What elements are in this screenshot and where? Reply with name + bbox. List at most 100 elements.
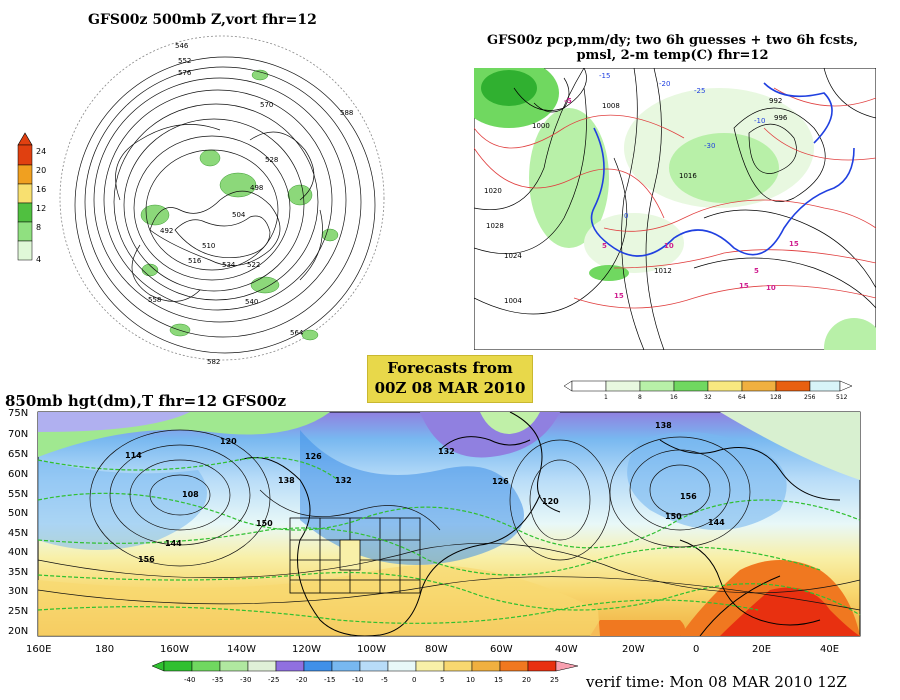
- height-label: 126: [305, 452, 322, 461]
- contour-label: 546: [175, 42, 189, 50]
- lon-label: 20E: [752, 644, 771, 655]
- temp-tick: -15: [324, 676, 335, 684]
- height-label: 132: [438, 447, 455, 456]
- cbar-tick: 4: [36, 255, 41, 264]
- pcp-tick: 256: [804, 394, 816, 400]
- contour-label: 540: [245, 298, 258, 306]
- isobar-label: 1028: [486, 222, 504, 230]
- temp-tick: -5: [381, 676, 388, 684]
- cbar-tick: 12: [36, 204, 46, 213]
- lat-label: 60N: [8, 469, 28, 480]
- height-label: 120: [220, 437, 237, 446]
- height-label: 132: [335, 476, 352, 485]
- height-label: 108: [182, 490, 199, 499]
- height-label: 120: [542, 497, 559, 506]
- temp-label: -20: [659, 80, 670, 88]
- contour-label: 582: [207, 358, 220, 366]
- temp-label: 15: [614, 292, 624, 300]
- temp-colorbar: -40 -35 -30 -25 -20 -15 -10 -5 0 5 10 15…: [151, 660, 579, 684]
- temp-tick: -25: [268, 676, 279, 684]
- isobar-label: 1000: [532, 122, 550, 130]
- temp-tick: -30: [240, 676, 251, 684]
- height-label: 138: [655, 421, 672, 430]
- forecast-banner: Forecasts from 00Z 08 MAR 2010: [367, 355, 533, 403]
- temp-label: 15: [739, 282, 749, 290]
- temp-contours: [474, 87, 876, 309]
- isobar-label: 1020: [484, 187, 502, 195]
- temp-label: -5: [564, 97, 572, 105]
- height-label: 144: [165, 539, 182, 548]
- isobar-label: 1024: [504, 252, 522, 260]
- lon-label: 40E: [820, 644, 839, 655]
- na-map-title-line1: GFS00z pcp,mm/dy; two 6h guesses + two 6…: [486, 33, 859, 48]
- isobar-label: 1016: [679, 172, 697, 180]
- lat-label: 65N: [8, 449, 28, 460]
- lat-label: 45N: [8, 528, 28, 539]
- na-map-title-line2: pmsl, 2-m temp(C) fhr=12: [576, 48, 769, 63]
- contour-label: 498: [250, 184, 263, 192]
- bottom-map-title: 850mb hgt(dm),T fhr=12 GFS00z: [5, 392, 286, 410]
- pcp-tick: 8: [638, 394, 642, 400]
- temp-tick: 25: [550, 676, 559, 684]
- contour-label: 522: [247, 261, 260, 269]
- contour-label: 516: [188, 257, 202, 265]
- temp-tick: 0: [412, 676, 416, 684]
- cold-temp-labels: -15 -20 -25 -30 -10 0: [599, 72, 765, 220]
- lon-label: 60W: [490, 644, 513, 655]
- contour-label: 534: [222, 261, 236, 269]
- temp-label: -30: [704, 142, 715, 150]
- isobar-label: 996: [774, 114, 788, 122]
- lat-label: 35N: [8, 567, 28, 578]
- temp-tick: 15: [494, 676, 503, 684]
- contour-label: 528: [265, 156, 278, 164]
- lon-label: 180: [95, 644, 114, 655]
- temp-label: 5: [754, 267, 759, 275]
- contour-label: 510: [202, 242, 215, 250]
- lat-label: 40N: [8, 547, 28, 558]
- pcp-tick: 128: [770, 394, 782, 400]
- bottom-850mb-map: 114 108 120 126 132 138 144 150 156 120 …: [8, 408, 861, 655]
- cbar-tick: 24: [36, 147, 46, 156]
- contour-label: 504: [232, 211, 246, 219]
- temp-label: 5: [602, 242, 607, 250]
- pcp-colorbar: 1 8 16 32 64 128 256 512: [563, 380, 853, 400]
- cbar-tick: 8: [36, 223, 41, 232]
- height-label: 126: [492, 477, 509, 486]
- temp-tick: -10: [352, 676, 363, 684]
- pcp-tick: 64: [738, 394, 746, 400]
- height-contours: [74, 56, 376, 354]
- temp-tick: -35: [212, 676, 223, 684]
- contour-label: 576: [178, 69, 192, 77]
- temp-label: 10: [664, 242, 674, 250]
- temp-label: 0: [624, 212, 628, 220]
- height-label: 144: [708, 518, 725, 527]
- temp-labels: -5 5 10 15 15 15 10 5: [564, 97, 799, 300]
- coastlines: [239, 411, 841, 637]
- height-label: 156: [680, 492, 697, 501]
- pcp-tick: 512: [836, 394, 848, 400]
- temp-label: -10: [754, 117, 765, 125]
- contour-labels: 546 552 570 576 588 534 510 504 498 492 …: [148, 42, 353, 366]
- contour-label: 570: [260, 101, 273, 109]
- lat-labels: 75N 70N 65N 60N 55N 50N 45N 40N 35N 30N …: [8, 408, 28, 637]
- temp-label: 10: [766, 284, 776, 292]
- lat-label: 70N: [8, 429, 28, 440]
- isobar-label: 1008: [602, 102, 620, 110]
- temp-isotherms: [37, 456, 861, 624]
- height-label: 150: [256, 519, 273, 528]
- na-map-title: GFS00z pcp,mm/dy; two 6h guesses + two 6…: [470, 33, 875, 63]
- freezing-line: [590, 82, 855, 257]
- lat-label: 55N: [8, 489, 28, 500]
- lon-label: 80W: [425, 644, 448, 655]
- temp-tick: -20: [296, 676, 307, 684]
- temp-tick: -40: [184, 676, 195, 684]
- lon-label: 140W: [227, 644, 256, 655]
- lon-labels: 160E 180 160W 140W 120W 100W 80W 60W 40W…: [26, 644, 839, 655]
- temp-tick: 5: [440, 676, 444, 684]
- contour-label: 492: [160, 227, 173, 235]
- temp-tick: 10: [466, 676, 475, 684]
- height-label: 138: [278, 476, 295, 485]
- vorticity-colorbar: 24 20 16 12 8 4: [17, 132, 46, 264]
- temp-shading: [38, 412, 860, 636]
- na-pcp-map: 1020 1024 1028 1000 1008 1012 1016 992 9…: [474, 68, 876, 350]
